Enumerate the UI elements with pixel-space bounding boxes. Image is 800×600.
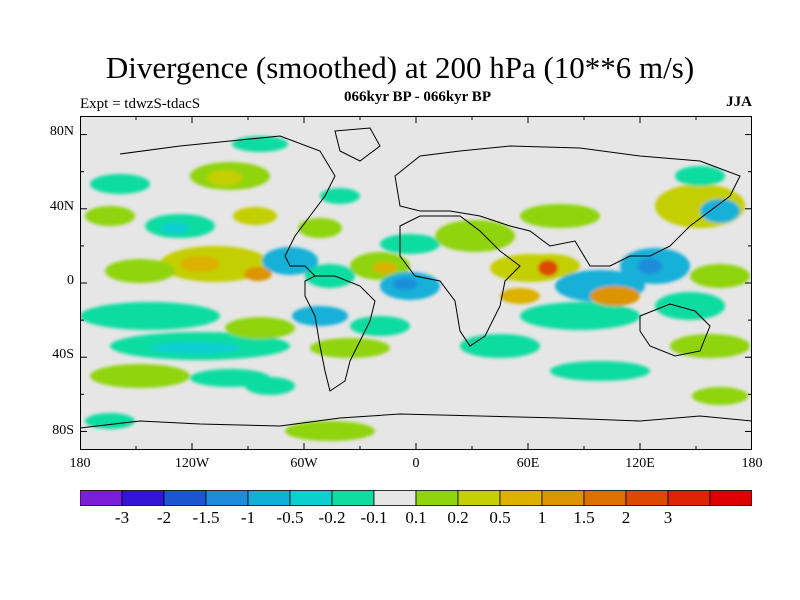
field-blob (85, 206, 135, 226)
colorbar-swatch (667, 490, 711, 506)
field-blob (590, 286, 640, 306)
season-label: JJA (726, 94, 752, 110)
field-blob (285, 421, 375, 441)
colorbar-label: -1.5 (192, 508, 220, 527)
lon-tick-label: 60E (516, 456, 540, 471)
colorbar-swatch (625, 490, 669, 506)
field-blob (232, 136, 288, 152)
colorbar-swatch (331, 490, 375, 506)
colorbar-swatch (457, 490, 501, 506)
lat-tick-label: 80N (49, 124, 74, 139)
map-ticks (80, 116, 752, 450)
field-blob (244, 267, 272, 281)
colorbar-label: 0.2 (447, 508, 469, 527)
field-blob (500, 288, 540, 304)
lat-tick-label: 40N (49, 199, 74, 214)
colorbar (80, 490, 752, 506)
field-blob (180, 256, 220, 272)
field-blob (292, 306, 348, 326)
colorbar-swatch (247, 490, 291, 506)
field-blob (460, 334, 540, 358)
colorbar-label: -0.1 (360, 508, 388, 527)
colorbar-swatch (541, 490, 585, 506)
field-blob (520, 204, 600, 228)
field-blob (655, 292, 725, 320)
field-blob (90, 174, 150, 194)
colorbar-swatch (415, 490, 459, 506)
lon-tick-label: 180 (69, 456, 91, 471)
field-blob (207, 170, 243, 186)
field-blob (373, 262, 397, 274)
lat-tick-label: 40S (52, 347, 74, 362)
field-blob (80, 302, 220, 330)
field-blob (670, 334, 750, 358)
lon-tick-label: 180 (741, 456, 763, 471)
field-blob (262, 247, 318, 275)
field-blob (350, 316, 410, 336)
colorbar-swatch (289, 490, 333, 506)
field-blob (225, 317, 295, 339)
field-blob (638, 258, 662, 274)
colorbar-swatch (373, 490, 417, 506)
field-blob (675, 166, 725, 186)
colorbar-label: -2 (156, 508, 172, 527)
chart-subtitle: 066kyr BP - 066kyr BP (344, 89, 491, 105)
experiment-label: Expt = tdwzS-tdacS (80, 96, 201, 112)
field-blob (692, 387, 748, 405)
colorbar-label: 3 (663, 508, 673, 527)
field-blob (233, 207, 277, 225)
field-blob (105, 259, 175, 283)
chart-title: Divergence (smoothed) at 200 hPa (10**6 … (105, 50, 695, 85)
lon-tick-label: 60W (290, 456, 318, 471)
field-blob (310, 338, 390, 358)
coastlines (80, 127, 752, 429)
coast-africa (399, 215, 521, 347)
colorbar-swatch (121, 490, 165, 506)
lon-tick-label: 120W (174, 456, 210, 471)
field-blob (150, 342, 240, 354)
colorbar-swatch (163, 490, 207, 506)
field-blob (298, 218, 342, 238)
colorbar-label: 0.5 (489, 508, 511, 527)
divergence-map (80, 116, 752, 450)
colorbar-label: -0.2 (318, 508, 346, 527)
field-blob (245, 377, 295, 395)
field-blob (550, 361, 650, 381)
coast-greenland (334, 127, 381, 162)
coast-south-america (304, 275, 376, 392)
field-blob (700, 199, 740, 223)
lon-tick-label: 120E (625, 456, 655, 471)
colorbar-label: 2 (621, 508, 631, 527)
coast-australia (639, 303, 711, 357)
field-blob (161, 222, 189, 234)
colorbar-swatch (709, 490, 752, 506)
coast-antarctica (80, 413, 752, 429)
colorbar-label: 1.5 (573, 508, 595, 527)
colorbar-swatch (499, 490, 543, 506)
lat-tick-label: 0 (67, 273, 74, 288)
field-blob (85, 413, 135, 429)
colorbar-swatch (205, 490, 249, 506)
field-blob (690, 264, 750, 288)
colorbar-label: -3 (114, 508, 130, 527)
colorbar-label: -1 (240, 508, 256, 527)
colorbar-label: 1 (537, 508, 547, 527)
field-blob (90, 364, 190, 388)
colorbar-swatch (583, 490, 627, 506)
lon-tick-label: 0 (412, 456, 420, 471)
coast-eurasia (394, 145, 741, 267)
field-blob (435, 220, 515, 252)
field-blob (520, 302, 640, 330)
colorbar-label: 0.1 (405, 508, 427, 527)
field-blob (393, 278, 417, 290)
coast-north-america (119, 135, 336, 277)
field-blob (538, 260, 558, 276)
lat-tick-label: 80S (52, 423, 74, 438)
colorbar-swatch (80, 490, 123, 506)
field-blob (380, 234, 440, 254)
field-blob (320, 188, 360, 204)
colorbar-label: -0.5 (276, 508, 304, 527)
